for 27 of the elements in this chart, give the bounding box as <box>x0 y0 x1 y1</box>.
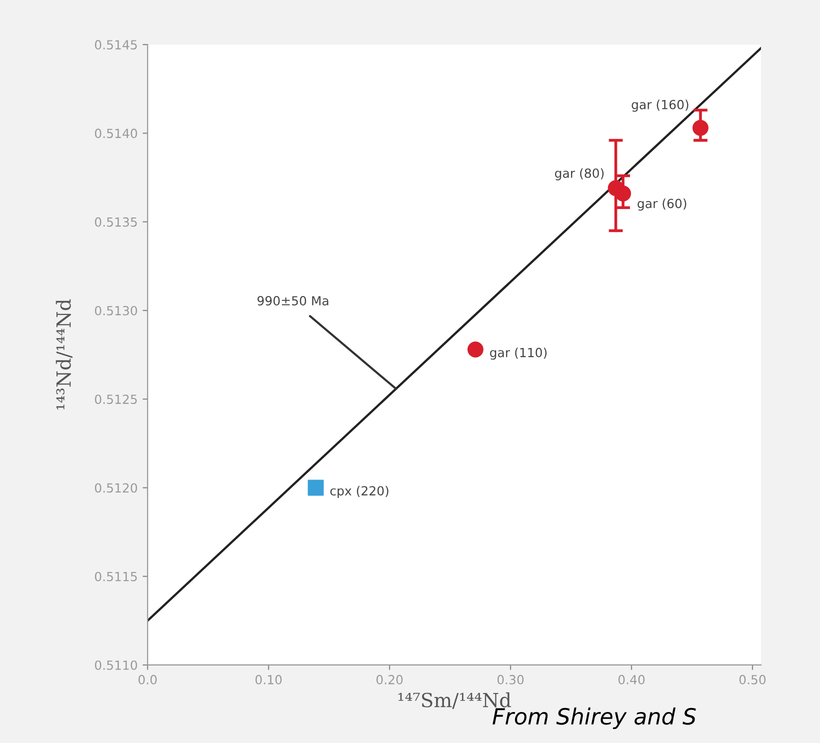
x-tick-label: 0.10 <box>255 674 282 684</box>
y-tick-label: 0.5140 <box>94 128 138 138</box>
annotation: cpx (220) <box>330 486 388 498</box>
x-tick-label: 0.0 <box>138 674 157 684</box>
x-tick-label: 0.50 <box>739 674 766 684</box>
y-tick-label: 0.5115 <box>94 572 137 582</box>
y-tick-label: 0.5135 <box>94 217 137 227</box>
y-axis-title: ¹⁴³Nd/¹⁴⁴Nd <box>56 299 72 410</box>
y-tick-label: 0.5145 <box>94 40 137 50</box>
point <box>615 186 632 202</box>
annotation: gar (110) <box>490 348 547 360</box>
y-tick-label: 0.5130 <box>94 306 138 316</box>
annotation: 990±50 Ma <box>258 296 328 306</box>
x-axis-title: ¹⁴⁷Sm/¹⁴⁴Nd <box>398 692 511 709</box>
point <box>692 120 708 136</box>
text: From Shirey and S <box>492 708 696 730</box>
x-tick-label: 0.40 <box>618 674 645 684</box>
point <box>308 480 324 496</box>
y-tick-label: 0.5125 <box>94 394 137 404</box>
annotation: gar (160) <box>632 100 688 112</box>
annotation: gar (80) <box>554 168 604 180</box>
annotation: gar (60) <box>638 198 686 211</box>
point <box>467 341 484 358</box>
y-tick-label: 0.5120 <box>94 483 138 493</box>
x-tick-label: 0.30 <box>497 674 524 684</box>
y-tick-label: 0.5110 <box>94 660 138 670</box>
x-tick-label: 0.20 <box>376 674 403 684</box>
